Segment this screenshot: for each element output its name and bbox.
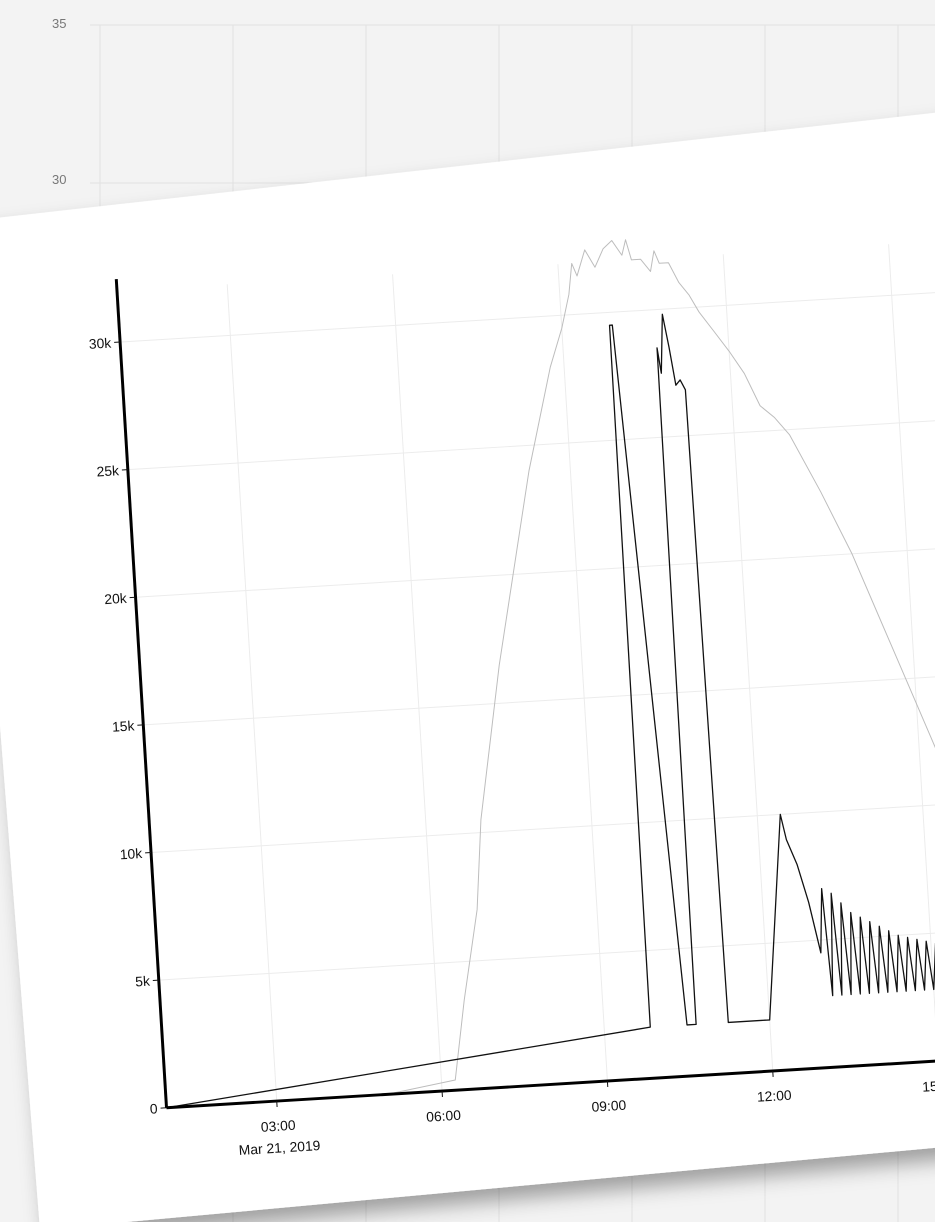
y-axis bbox=[114, 279, 168, 1108]
y-gridline bbox=[127, 415, 935, 471]
y-tick-label: 20k bbox=[104, 590, 127, 607]
series-line-2 bbox=[166, 313, 935, 1109]
y-gridline bbox=[120, 287, 935, 343]
background-y-tick-35: 35 bbox=[52, 16, 67, 31]
x-tick-label: 15:00 bbox=[922, 1077, 935, 1095]
plot-ticks: 0 5k 10k 15k 20k 25k 30k 03:00 06:00 09:00 12:00 15… bbox=[88, 335, 935, 1158]
y-gridline bbox=[135, 542, 935, 598]
x-gridline bbox=[557, 264, 608, 1082]
y-tick-label: 30k bbox=[88, 335, 111, 352]
x-tick-label: 03:00 bbox=[260, 1117, 296, 1135]
y-gridline bbox=[158, 925, 935, 981]
series-line-1 bbox=[166, 239, 935, 1109]
y-gridline bbox=[151, 798, 935, 854]
x-tick-label: 06:00 bbox=[426, 1107, 462, 1125]
plot-axes bbox=[114, 279, 935, 1110]
x-gridline bbox=[226, 284, 278, 1102]
y-tick-label: 5k bbox=[135, 973, 151, 990]
x-axis bbox=[166, 1052, 935, 1110]
x-gridline bbox=[392, 274, 443, 1092]
plot-gridlines bbox=[120, 244, 935, 1109]
plot-series bbox=[166, 239, 935, 1109]
background-y-tick-30: 30 bbox=[52, 172, 67, 187]
y-tick-label: 15k bbox=[112, 717, 135, 734]
y-tick-label: 0 bbox=[149, 1100, 158, 1116]
y-tick-label: 25k bbox=[96, 462, 119, 479]
x-gridline bbox=[888, 244, 935, 1062]
x-tick-label: 09:00 bbox=[591, 1097, 627, 1115]
x-gridline bbox=[722, 254, 774, 1072]
y-gridline bbox=[143, 670, 935, 726]
x-date-label: Mar 21, 2019 bbox=[238, 1137, 321, 1158]
y-tick-label: 10k bbox=[119, 845, 142, 862]
x-tick-label: 12:00 bbox=[756, 1087, 792, 1105]
